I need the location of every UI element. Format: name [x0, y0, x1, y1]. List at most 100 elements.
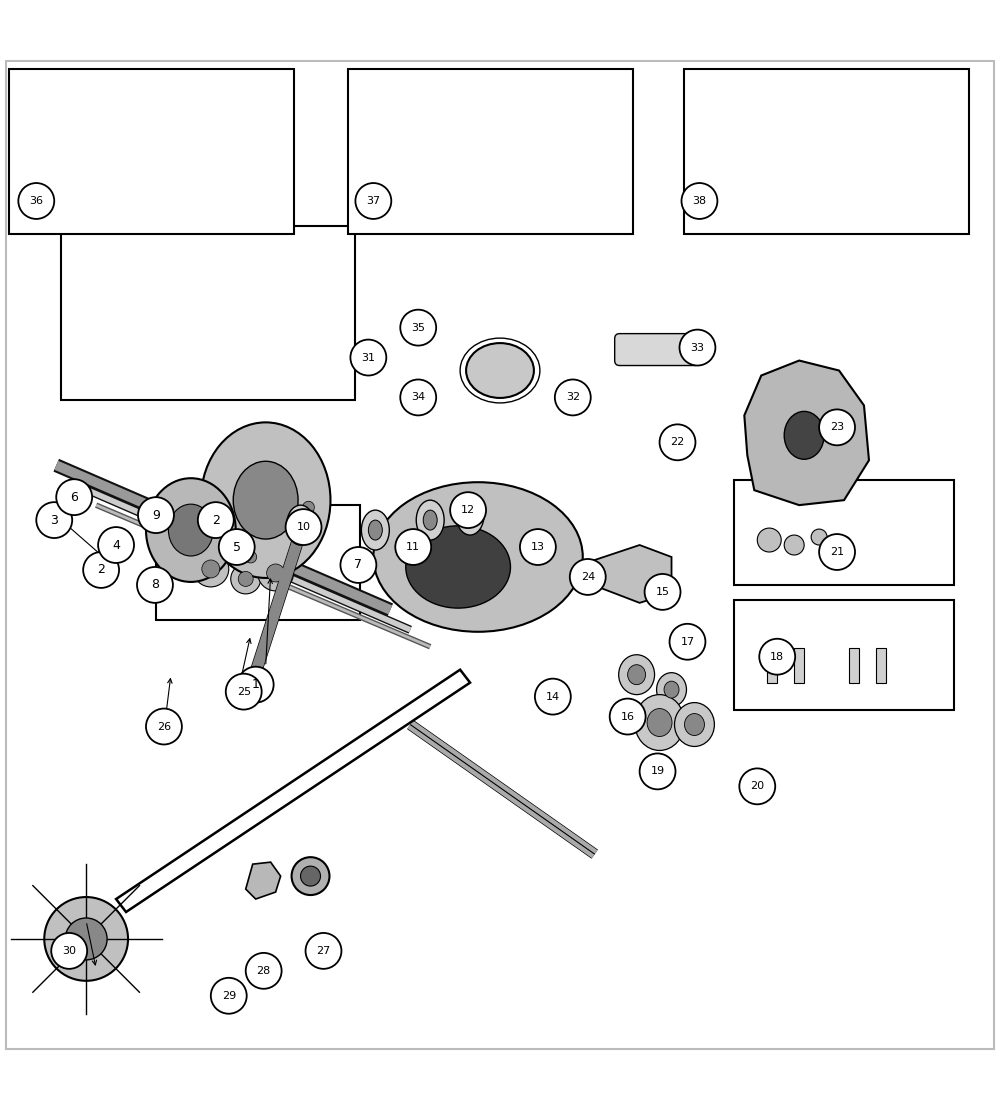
Text: 6: 6 [70, 491, 78, 504]
Circle shape [137, 567, 173, 603]
Circle shape [570, 559, 606, 595]
Ellipse shape [168, 504, 213, 556]
Circle shape [759, 638, 795, 675]
Circle shape [681, 183, 717, 219]
Circle shape [219, 529, 255, 565]
Text: 2: 2 [212, 514, 220, 526]
Circle shape [535, 678, 571, 715]
Ellipse shape [292, 857, 329, 895]
Text: 26: 26 [157, 722, 171, 731]
Text: 28: 28 [257, 966, 271, 976]
Circle shape [198, 502, 234, 538]
Circle shape [138, 497, 174, 533]
Ellipse shape [406, 526, 510, 608]
Text: 17: 17 [680, 637, 695, 647]
Circle shape [819, 534, 855, 569]
Ellipse shape [368, 521, 382, 541]
Ellipse shape [294, 515, 308, 535]
Ellipse shape [657, 673, 686, 707]
Text: 3: 3 [50, 514, 58, 526]
Text: 20: 20 [750, 781, 764, 791]
Circle shape [660, 424, 695, 461]
Ellipse shape [423, 511, 437, 531]
Ellipse shape [811, 529, 827, 545]
FancyBboxPatch shape [767, 648, 777, 683]
Text: 22: 22 [670, 437, 685, 447]
Circle shape [679, 330, 715, 365]
FancyBboxPatch shape [9, 69, 294, 234]
Ellipse shape [757, 528, 781, 552]
Text: 36: 36 [29, 196, 43, 206]
Ellipse shape [619, 655, 655, 695]
Ellipse shape [267, 564, 285, 582]
Polygon shape [580, 545, 672, 603]
Ellipse shape [456, 495, 484, 535]
Ellipse shape [628, 665, 646, 685]
Circle shape [340, 547, 376, 583]
Polygon shape [246, 862, 281, 899]
Circle shape [400, 380, 436, 415]
Ellipse shape [837, 536, 851, 551]
Circle shape [226, 674, 262, 709]
Circle shape [146, 708, 182, 745]
Text: 2: 2 [97, 564, 105, 576]
Circle shape [395, 529, 431, 565]
Circle shape [238, 667, 274, 703]
Text: 18: 18 [770, 652, 784, 662]
Text: 19: 19 [650, 766, 665, 776]
Polygon shape [744, 361, 869, 505]
Ellipse shape [301, 866, 320, 886]
FancyBboxPatch shape [684, 69, 969, 234]
Text: 12: 12 [461, 505, 475, 515]
Circle shape [645, 574, 680, 609]
Text: 16: 16 [621, 712, 635, 722]
Ellipse shape [664, 682, 679, 698]
Text: 11: 11 [406, 542, 420, 552]
FancyBboxPatch shape [156, 505, 360, 619]
FancyBboxPatch shape [734, 599, 954, 709]
Text: 29: 29 [222, 991, 236, 1001]
Ellipse shape [784, 535, 804, 555]
Text: 37: 37 [366, 196, 380, 206]
Ellipse shape [201, 423, 330, 578]
Text: 14: 14 [546, 692, 560, 702]
Ellipse shape [146, 478, 236, 582]
Ellipse shape [239, 545, 263, 569]
Text: 35: 35 [411, 323, 425, 333]
Circle shape [83, 552, 119, 588]
Text: 1: 1 [252, 678, 260, 692]
Text: 25: 25 [237, 687, 251, 697]
Text: 21: 21 [830, 547, 844, 557]
Text: 31: 31 [361, 353, 375, 363]
Circle shape [211, 978, 247, 1013]
Ellipse shape [373, 482, 583, 632]
Ellipse shape [466, 343, 534, 398]
Circle shape [670, 624, 705, 659]
Ellipse shape [416, 501, 444, 541]
Circle shape [51, 932, 87, 969]
Circle shape [640, 754, 676, 789]
Circle shape [520, 529, 556, 565]
Ellipse shape [463, 505, 477, 525]
Ellipse shape [647, 708, 672, 737]
Ellipse shape [287, 505, 315, 545]
Circle shape [36, 502, 72, 538]
Text: 15: 15 [656, 587, 670, 597]
Circle shape [306, 932, 341, 969]
Text: 32: 32 [566, 393, 580, 403]
Text: 8: 8 [151, 578, 159, 592]
Ellipse shape [233, 462, 298, 539]
Circle shape [56, 480, 92, 515]
Text: 9: 9 [152, 508, 160, 522]
FancyBboxPatch shape [1, 57, 999, 1053]
Ellipse shape [675, 703, 714, 746]
Ellipse shape [193, 551, 229, 587]
FancyBboxPatch shape [849, 648, 859, 683]
Ellipse shape [635, 695, 684, 750]
Text: 13: 13 [531, 542, 545, 552]
Text: 7: 7 [354, 558, 362, 572]
FancyBboxPatch shape [615, 334, 699, 365]
Circle shape [286, 509, 321, 545]
Circle shape [555, 380, 591, 415]
Circle shape [450, 492, 486, 528]
